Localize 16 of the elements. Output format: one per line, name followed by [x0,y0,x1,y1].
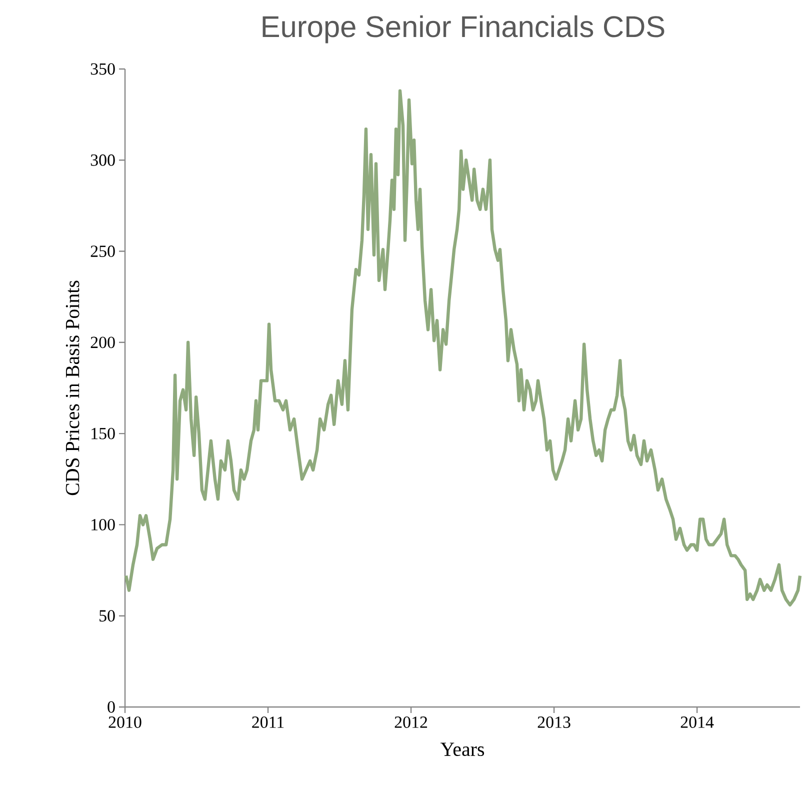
y-tick-label: 250 [90,246,115,257]
x-axis-title: Years [440,742,484,756]
x-tick-label: 2012 [394,716,428,728]
y-tick-label: 150 [92,428,115,440]
y-tick-label: 200 [90,336,115,348]
chart-title: Europe Senior Financials CDS [262,15,664,44]
y-tick-label: 300 [90,154,115,166]
y-tick-label: 100 [92,518,115,530]
y-tick-label: 350 [90,63,115,75]
x-tick-label: 2014 [680,716,714,728]
x-tick-label: 2013 [538,716,570,728]
y-axis-title: CDS Prices in Basis Points [66,280,80,496]
x-tick-label: 2010 [108,716,142,728]
y-tick-label: 0 [108,701,115,713]
y-tick-label: 50 [100,610,115,622]
x-tick-label: 2011 [252,716,284,728]
